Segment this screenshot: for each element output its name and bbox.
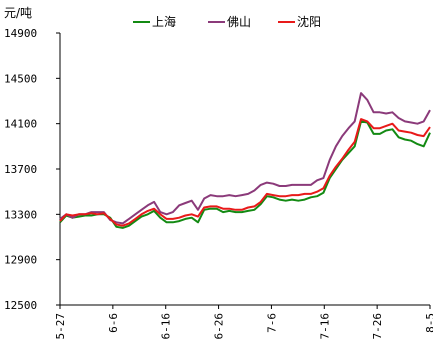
- x-tick-label: 7-16: [318, 313, 331, 340]
- y-tick-label: 12900: [4, 254, 37, 267]
- y-tick-label: 14900: [4, 27, 37, 40]
- x-tick-label: 6-26: [213, 313, 226, 340]
- x-tick-label: 5-27: [54, 313, 67, 340]
- y-axis-unit-label: 元/吨: [4, 6, 32, 20]
- series-line-0: [59, 120, 431, 229]
- y-axis: 14900 14500 14100 13700 13300 12900 12500: [4, 27, 61, 312]
- x-axis: 5-27 6-6 6-16 6-26 7-6 7-16 7-26 8-5: [54, 304, 433, 340]
- legend: 上海 佛山 沈阳: [133, 14, 321, 29]
- x-tick-label: 7-6: [265, 313, 278, 333]
- series-line-1: [59, 92, 431, 225]
- plot-lines: [59, 92, 431, 229]
- y-tick-label: 14100: [4, 118, 37, 131]
- legend-label: 沈阳: [297, 14, 321, 29]
- x-tick-label: 6-6: [107, 313, 120, 333]
- x-tick-label: 6-16: [160, 313, 173, 340]
- y-tick-label: 14500: [4, 72, 37, 85]
- y-tick-label: 13300: [4, 208, 37, 221]
- legend-label: 上海: [152, 14, 176, 29]
- y-tick-label: 13700: [4, 163, 37, 176]
- y-tick-label: 12500: [4, 299, 37, 312]
- legend-label: 佛山: [227, 15, 251, 29]
- x-tick-label: 7-26: [371, 313, 384, 340]
- series-line-2: [59, 118, 431, 227]
- x-tick-label: 8-5: [424, 313, 433, 333]
